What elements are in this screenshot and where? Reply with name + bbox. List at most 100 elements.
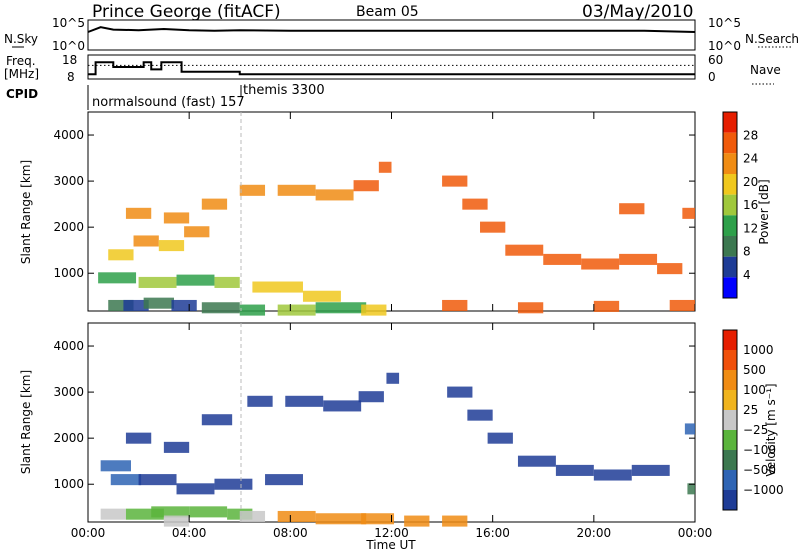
heat-cell [462, 198, 488, 210]
cpid-mode-a: normalsound (fast) 157 [92, 95, 245, 110]
colorbar-swatch [723, 470, 737, 490]
colorbar-tick-label: 28 [743, 128, 758, 142]
cpid-label: CPID [6, 87, 38, 101]
colorbar-swatch [723, 256, 737, 278]
nave-label: Nave [750, 63, 781, 77]
time-tick-label: 04:00 [172, 526, 207, 540]
heat-cell [163, 515, 190, 527]
heat-cell [125, 508, 164, 520]
colorbar-tick-label: −25 [743, 423, 768, 437]
colorbar-swatch [723, 132, 737, 154]
heat-cell [378, 161, 392, 173]
colorbar-tick-label: 500 [743, 363, 766, 377]
colorbar-swatch [723, 430, 737, 450]
velocity-y-axis-label: Slant Range [km] [19, 370, 33, 474]
velocity-panel: 4000 3000 2000 1000 Slant Range [km] 1000 50… [19, 322, 784, 527]
power-colorbar: 28 24 20 16 12 8 4 [722, 111, 758, 299]
colorbar-swatch [723, 390, 737, 410]
heat-cell [657, 263, 683, 275]
heat-cell [98, 272, 137, 284]
power-colorbar-label: Power [dB] [757, 179, 771, 244]
power-y-axis-label: Slant Range [km] [19, 160, 33, 264]
time-tick-label: 16:00 [475, 526, 510, 540]
heat-cell [214, 478, 253, 490]
nsky-label: N.Sky [4, 32, 38, 46]
freq-label: Freq. [6, 54, 36, 68]
date-label: 03/May/2010 [582, 2, 694, 22]
heat-cell [480, 221, 506, 233]
colorbar-swatch [723, 277, 737, 298]
noise-line-0 [87, 26, 696, 33]
heat-cell [171, 299, 197, 311]
heat-cell [201, 414, 233, 426]
heat-cell [447, 386, 473, 398]
time-tick-label: 08:00 [273, 526, 308, 540]
heat-cell [252, 281, 303, 293]
velocity-cells [100, 372, 695, 527]
heat-cell [619, 203, 645, 215]
heat-cell [265, 474, 303, 486]
heat-cell [505, 244, 544, 256]
range-tick-label: 4000 [53, 128, 84, 142]
heat-cell [353, 180, 379, 192]
heat-cell [239, 184, 266, 196]
heat-cell [517, 302, 544, 314]
heat-cell [108, 249, 134, 261]
range-tick-label: 3000 [53, 174, 84, 188]
noise-series [87, 26, 696, 33]
colorbar-tick-label: 100 [743, 383, 766, 397]
cpid-mode-b: themis 3300 [243, 83, 325, 98]
freq-series [88, 61, 695, 76]
noise-right-tick-top: 10^5 [708, 16, 741, 30]
colorbar-swatch [723, 330, 737, 350]
heat-cell [358, 391, 384, 403]
heat-cell [285, 395, 324, 407]
colorbar-tick-label: 4 [743, 268, 751, 282]
time-tick-label: 20:00 [577, 526, 612, 540]
time-tick-label: 00:00 [71, 526, 106, 540]
colorbar-tick-label: 25 [743, 403, 758, 417]
range-tick-label: 4000 [53, 339, 84, 353]
colorbar-tick-label: 1000 [743, 343, 774, 357]
heat-cell [593, 300, 620, 312]
heat-cell [631, 464, 670, 476]
heat-cell [555, 464, 594, 476]
heat-cell [125, 207, 152, 219]
freq-panel-frame [87, 54, 696, 80]
heat-cell [214, 276, 240, 288]
freq-left-tick-top: 18 [62, 53, 77, 67]
freq-line [88, 61, 695, 76]
heat-cell [467, 409, 493, 421]
heat-cell [138, 276, 177, 288]
colorbar-frame [722, 111, 738, 299]
colorbar-tick-label: −1000 [743, 483, 784, 497]
heat-cell [138, 474, 177, 486]
heat-cell [442, 299, 468, 311]
x-axis-label: Time UT [365, 538, 416, 552]
heat-cell [277, 304, 316, 316]
range-tick-label: 3000 [53, 385, 84, 399]
colorbar-tick-label: 16 [743, 198, 758, 212]
heat-cell [151, 506, 190, 518]
colorbar-swatch [723, 370, 737, 390]
heat-cell [189, 506, 228, 518]
heat-cell [682, 207, 695, 219]
range-tick-label: 1000 [53, 477, 84, 491]
heat-cell [277, 510, 316, 522]
heat-cell [687, 483, 695, 495]
heat-cell [361, 304, 387, 316]
colorbar-swatch [723, 350, 737, 370]
colorbar-tick-label: 12 [743, 221, 758, 235]
heat-cell [323, 400, 362, 412]
heat-cell [110, 474, 142, 486]
colorbar-tick-label: 24 [743, 152, 758, 166]
nsearch-label: N.Search [745, 32, 799, 46]
heat-cell [315, 302, 367, 314]
time-axis: 00:00 04:00 08:00 12:00 16:00 20:00 00:00 [71, 112, 712, 540]
heat-cell [176, 274, 215, 286]
heat-cell [158, 240, 185, 252]
power-panel: 4000 3000 2000 1000 Slant Range [km] 28 24 20… [19, 111, 771, 316]
heat-cell [201, 302, 240, 314]
freq-left-tick-bottom: 8 [67, 70, 75, 84]
